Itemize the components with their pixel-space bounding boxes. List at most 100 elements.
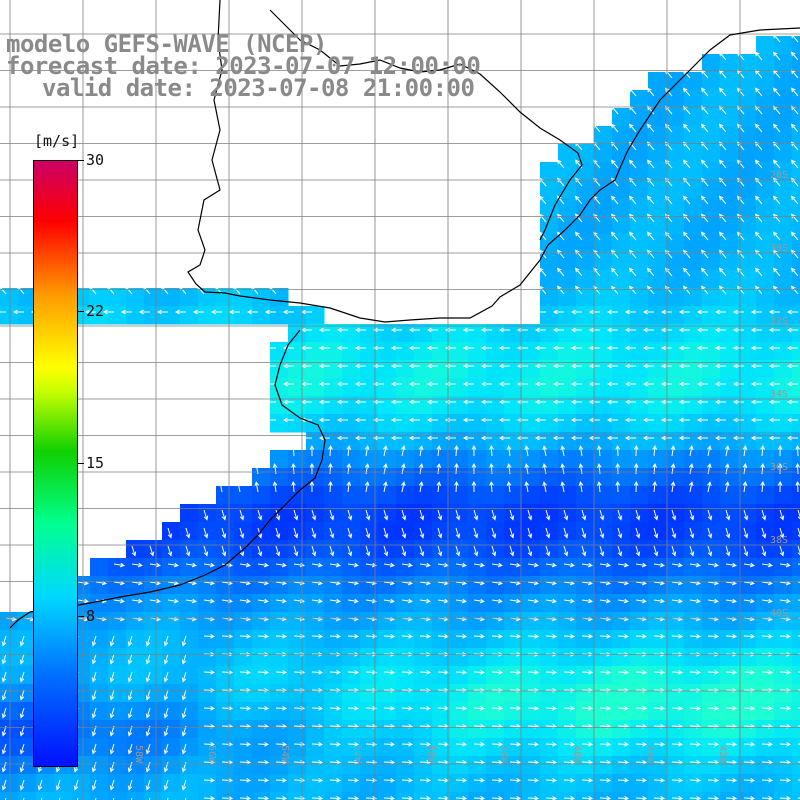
wind-cell (414, 594, 433, 613)
wind-arrow (462, 417, 474, 423)
wind-cell (720, 324, 739, 343)
wind-arrow (491, 527, 497, 539)
wind-cell (558, 522, 577, 541)
wind-cell (612, 468, 631, 487)
wind-cell (396, 378, 415, 397)
wind-arrow (786, 363, 798, 369)
wind-cell (738, 414, 757, 433)
wind-arrow (534, 417, 546, 423)
wind-arrow (37, 779, 43, 791)
wind-arrow (678, 309, 690, 315)
wind-arrow (617, 777, 630, 783)
wind-cell (504, 702, 523, 721)
wind-cell (450, 612, 469, 631)
wind-arrow (563, 545, 569, 557)
wind-cell (396, 594, 415, 613)
wind-cell (756, 378, 775, 397)
wind-arrow (113, 562, 125, 568)
wind-arrow (311, 669, 324, 675)
wind-arrow (688, 481, 694, 493)
wind-arrow (754, 177, 763, 187)
wind-cell (504, 522, 523, 541)
wind-cell (216, 738, 235, 757)
wind-arrow (624, 327, 636, 333)
wind-cell (306, 576, 325, 595)
wind-arrow (419, 705, 432, 711)
wind-cell (684, 342, 703, 361)
wind-cell (216, 774, 235, 793)
wind-cell (720, 450, 739, 469)
wind-arrow (181, 707, 187, 719)
wind-cell (738, 378, 757, 397)
wind-cell (486, 378, 505, 397)
wind-arrow (491, 598, 503, 604)
wind-cell (252, 774, 271, 793)
wind-arrow (563, 633, 576, 639)
colorbar-unit: [m/s] (34, 132, 80, 150)
wind-cell (504, 396, 523, 415)
wind-cell (594, 648, 613, 667)
wind-arrow (754, 267, 763, 277)
wind-cell (306, 522, 325, 541)
wind-arrow (491, 545, 497, 557)
wind-cell (342, 522, 361, 541)
wind-cell (612, 522, 631, 541)
wind-arrow (329, 633, 342, 639)
wind-arrow (336, 381, 348, 387)
wind-cell (270, 450, 289, 469)
wind-cell (234, 558, 253, 577)
wind-arrow (509, 777, 522, 783)
wind-arrow (203, 527, 209, 539)
wind-arrow (682, 159, 691, 169)
wind-arrow (610, 177, 619, 187)
wind-cell (198, 684, 217, 703)
wind-cell (216, 594, 235, 613)
wind-arrow (473, 545, 479, 557)
wind-arrow (1, 689, 7, 701)
wind-cell (792, 108, 800, 127)
wind-cell (792, 792, 800, 800)
wind-cell (486, 720, 505, 739)
wind-arrow (55, 779, 61, 791)
wind-cell (684, 324, 703, 343)
wind-cell (738, 342, 757, 361)
wind-cell (270, 702, 289, 721)
wind-arrow (624, 435, 636, 441)
wind-cell (468, 792, 487, 800)
wind-arrow (264, 345, 276, 351)
wind-cell (540, 612, 559, 631)
wind-cell (720, 468, 739, 487)
wind-arrow (489, 444, 494, 457)
wind-cell (216, 630, 235, 649)
wind-arrow (113, 580, 125, 586)
wind-cell (432, 558, 451, 577)
wind-arrow (113, 598, 125, 604)
wind-arrow (768, 381, 780, 387)
wind-arrow (347, 687, 360, 693)
wind-arrow (527, 669, 540, 675)
wind-cell (558, 594, 577, 613)
wind-arrow (329, 687, 342, 693)
wind-cell (792, 630, 800, 649)
wind-arrow (635, 741, 648, 747)
wind-cell (216, 720, 235, 739)
wind-arrow (329, 509, 335, 521)
wind-cell (306, 720, 325, 739)
wind-arrow (491, 580, 503, 586)
wind-arrow (401, 580, 413, 586)
wind-cell (306, 612, 325, 631)
wind-cell (648, 594, 667, 613)
wind-cell (774, 774, 793, 793)
colorbar-tick-8: 8 (86, 607, 96, 625)
wind-cell (720, 378, 739, 397)
wind-cell (288, 342, 307, 361)
wind-arrow (1, 635, 7, 647)
wind-arrow (221, 509, 227, 521)
wind-arrow (257, 580, 269, 586)
wind-cell (702, 630, 721, 649)
wind-cell (216, 648, 235, 667)
wind-arrow (678, 363, 690, 369)
wind-cell (234, 486, 253, 505)
wind-arrow (203, 741, 216, 747)
wind-cell (720, 432, 739, 451)
